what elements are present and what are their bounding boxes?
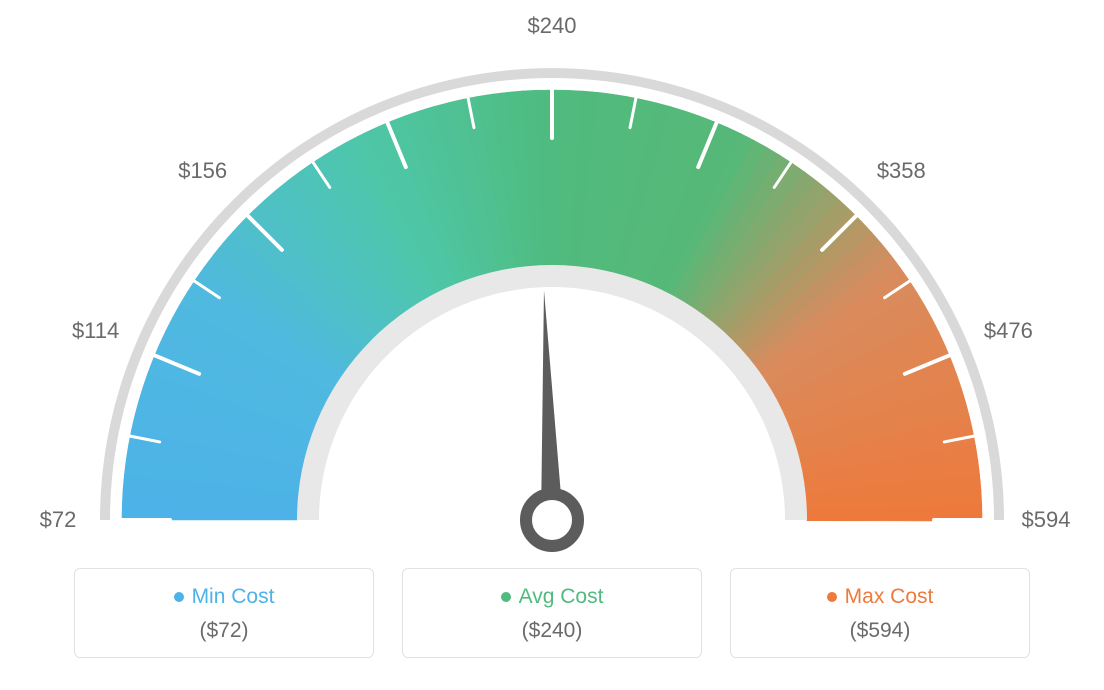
legend-box: Avg Cost ($240) <box>402 568 702 658</box>
legend-value: ($72) <box>75 619 373 643</box>
gauge-svg <box>0 0 1104 560</box>
legend-row: Min Cost ($72) Avg Cost ($240) Max Cost … <box>0 568 1104 658</box>
gauge-tick-label: $156 <box>178 158 227 184</box>
legend-title-text: Max Cost <box>845 585 934 609</box>
legend-value: ($594) <box>731 619 1029 643</box>
gauge-tick-label: $358 <box>877 158 926 184</box>
legend-dot-icon <box>174 592 184 602</box>
gauge-needle <box>541 290 563 520</box>
gauge-tick-label: $114 <box>72 318 119 344</box>
legend-dot-icon <box>501 592 511 602</box>
legend-title: Avg Cost <box>501 585 604 609</box>
gauge-tick-label: $72 <box>40 507 77 533</box>
legend-title-text: Avg Cost <box>519 585 604 609</box>
legend-title: Min Cost <box>174 585 275 609</box>
legend-title: Max Cost <box>827 585 934 609</box>
gauge-tick-label: $240 <box>528 13 577 39</box>
legend-box: Min Cost ($72) <box>74 568 374 658</box>
legend-box: Max Cost ($594) <box>730 568 1030 658</box>
gauge-needle-base <box>526 494 578 546</box>
cost-gauge: $72 $114 $156 $240 $358 $476 $594 <box>0 0 1104 560</box>
gauge-tick-label: $476 <box>984 318 1033 344</box>
legend-dot-icon <box>827 592 837 602</box>
legend-value: ($240) <box>403 619 701 643</box>
gauge-tick-label: $594 <box>1022 507 1071 533</box>
legend-title-text: Min Cost <box>192 585 275 609</box>
